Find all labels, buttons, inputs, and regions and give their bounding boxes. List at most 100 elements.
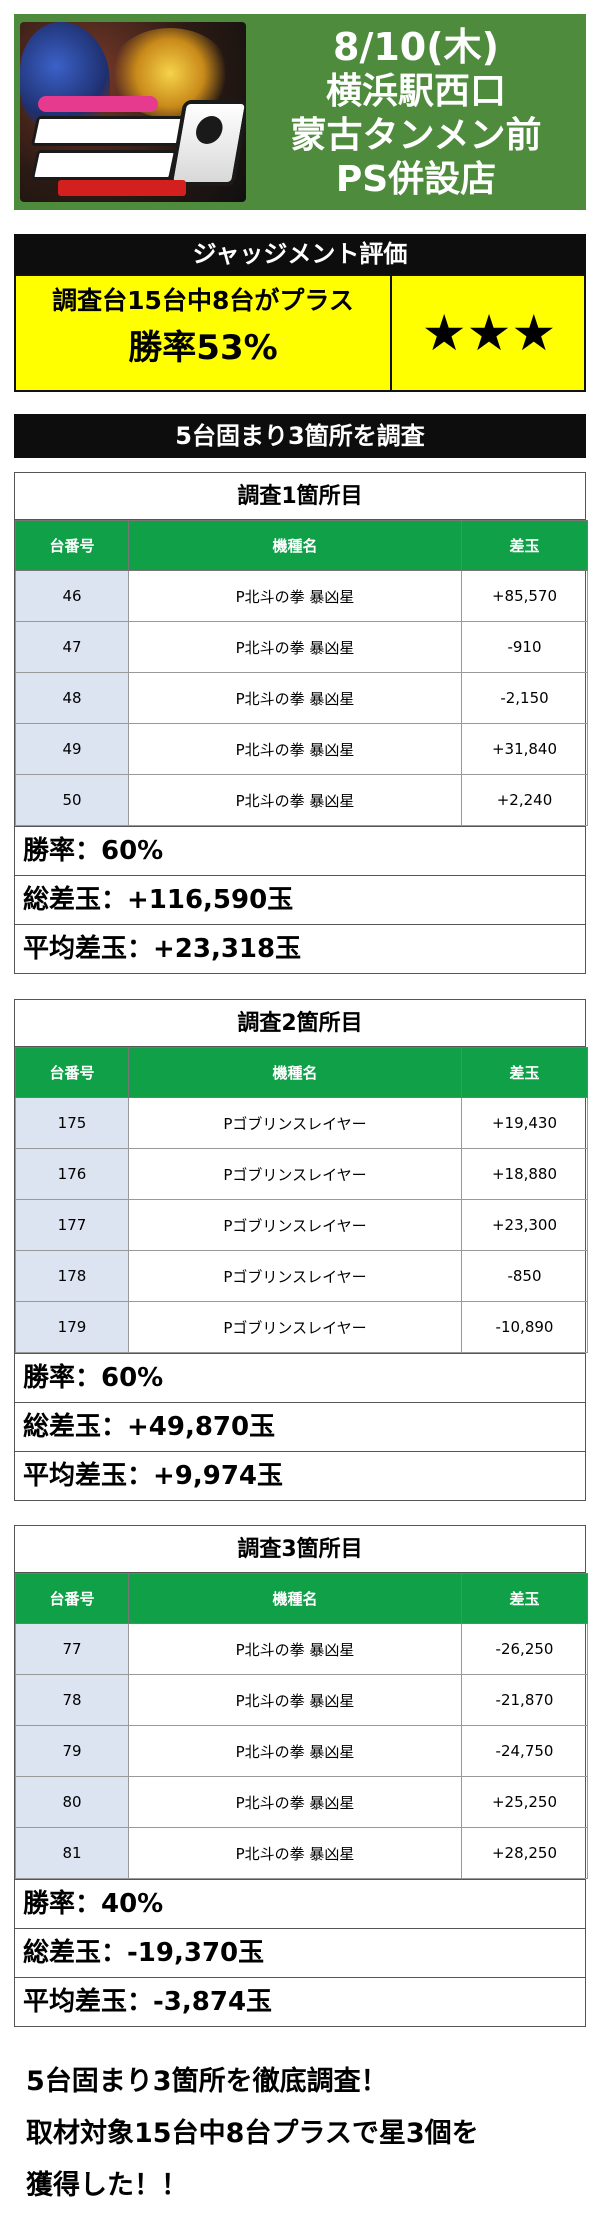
store-location-3: PS併設店 <box>335 159 497 200</box>
column-header-model: 機種名 <box>128 1047 462 1098</box>
ball-difference: +23,300 <box>461 1199 588 1251</box>
machine-model: P北斗の拳 暴凶星 <box>128 1623 462 1675</box>
rating-title: ジャッジメント評価 <box>14 234 586 274</box>
ball-difference: -10,890 <box>461 1301 588 1353</box>
machine-model: P北斗の拳 暴凶星 <box>128 1674 462 1726</box>
table-row: 81 P北斗の拳 暴凶星 +28,250 <box>15 1827 588 1879</box>
survey-block-1: 調査1箇所目 台番号 機種名 差玉 46 P北斗の拳 暴凶星 +85,570 4… <box>14 472 588 974</box>
section-title: 5台固まり3箇所を調査 <box>14 414 586 458</box>
survey-block-2: 調査2箇所目 台番号 機種名 差玉 175 Pゴブリンスレイヤー +19,430… <box>14 999 588 1501</box>
ball-difference: +2,240 <box>461 774 588 826</box>
machine-model: P北斗の拳 暴凶星 <box>128 723 462 775</box>
win-rate: 勝率：60% <box>15 826 585 875</box>
closing-line-1: 5台固まり3箇所を徹底調査！ <box>26 2066 388 2097</box>
ball-difference: -910 <box>461 621 588 673</box>
machine-model: Pゴブリンスレイヤー <box>128 1250 462 1302</box>
win-rate: 勝率：60% <box>15 1353 585 1402</box>
store-location-1: 横浜駅西口 <box>325 71 506 112</box>
table-row: 78 P北斗の拳 暴凶星 -21,870 <box>15 1674 588 1726</box>
machine-number: 48 <box>15 672 129 724</box>
table-row: 77 P北斗の拳 暴凶星 -26,250 <box>15 1623 588 1675</box>
machine-number: 80 <box>15 1776 129 1828</box>
machine-number: 46 <box>15 570 129 622</box>
average-difference: 平均差玉：+23,318玉 <box>15 924 585 973</box>
header-banner: 8/10(木) 横浜駅西口 蒙古タンメン前 PS併設店 <box>14 14 586 210</box>
ball-difference: +28,250 <box>461 1827 588 1879</box>
machine-number: 49 <box>15 723 129 775</box>
average-difference: 平均差玉：-3,874玉 <box>15 1977 585 2026</box>
ball-difference: -850 <box>461 1250 588 1302</box>
machine-model: P北斗の拳 暴凶星 <box>128 1725 462 1777</box>
header-info: 8/10(木) 横浜駅西口 蒙古タンメン前 PS併設店 <box>246 24 586 202</box>
ball-difference: +85,570 <box>461 570 588 622</box>
table-row: 175 Pゴブリンスレイヤー +19,430 <box>15 1097 588 1149</box>
table-row: 47 P北斗の拳 暴凶星 -910 <box>15 621 588 673</box>
machine-number: 179 <box>15 1301 129 1353</box>
machine-model: P北斗の拳 暴凶星 <box>128 1776 462 1828</box>
table-row: 179 Pゴブリンスレイヤー -10,890 <box>15 1301 588 1353</box>
total-difference: 総差玉：+116,590玉 <box>15 875 585 924</box>
machine-model: Pゴブリンスレイヤー <box>128 1199 462 1251</box>
table-row: 48 P北斗の拳 暴凶星 -2,150 <box>15 672 588 724</box>
ball-difference: -2,150 <box>461 672 588 724</box>
ball-difference: +19,430 <box>461 1097 588 1149</box>
column-header-machine-number: 台番号 <box>15 1047 129 1098</box>
survey-date: 8/10(木) <box>333 25 499 69</box>
survey-title: 調査2箇所目 <box>15 1000 585 1047</box>
closing-summary: 5台固まり3箇所を徹底調査！ 取材対象15台中8台プラスで星3個を 獲得した！！ <box>26 2056 586 2212</box>
machine-model: Pゴブリンスレイヤー <box>128 1148 462 1200</box>
rating-box: 調査台15台中8台がプラス 勝率53% ★★★ <box>14 274 586 392</box>
ball-difference: -21,870 <box>461 1674 588 1726</box>
machine-number: 77 <box>15 1623 129 1675</box>
table-row: 49 P北斗の拳 暴凶星 +31,840 <box>15 723 588 775</box>
machine-model: P北斗の拳 暴凶星 <box>128 1827 462 1879</box>
average-difference: 平均差玉：+9,974玉 <box>15 1451 585 1500</box>
machine-model: Pゴブリンスレイヤー <box>128 1097 462 1149</box>
machine-number: 78 <box>15 1674 129 1726</box>
survey-block-3: 調査3箇所目 台番号 機種名 差玉 77 P北斗の拳 暴凶星 -26,250 7… <box>14 1525 588 2027</box>
ball-difference: -26,250 <box>461 1623 588 1675</box>
ball-difference: -24,750 <box>461 1725 588 1777</box>
machine-number: 47 <box>15 621 129 673</box>
survey-title: 調査3箇所目 <box>15 1526 585 1573</box>
table-header-row: 台番号 機種名 差玉 <box>15 1047 588 1098</box>
machine-model: Pゴブリンスレイヤー <box>128 1301 462 1353</box>
total-difference: 総差玉：+49,870玉 <box>15 1402 585 1451</box>
store-location-2: 蒙古タンメン前 <box>290 115 542 156</box>
survey-table: 台番号 機種名 差玉 175 Pゴブリンスレイヤー +19,430 176 Pゴ… <box>15 1047 588 1353</box>
machine-number: 176 <box>15 1148 129 1200</box>
premium-judgement-logo <box>20 22 246 202</box>
machine-number: 177 <box>15 1199 129 1251</box>
ball-difference: +31,840 <box>461 723 588 775</box>
table-header-row: 台番号 機種名 差玉 <box>15 1573 588 1624</box>
machine-number: 81 <box>15 1827 129 1879</box>
column-header-model: 機種名 <box>128 1573 462 1624</box>
table-row: 50 P北斗の拳 暴凶星 +2,240 <box>15 774 588 826</box>
ball-difference: +18,880 <box>461 1148 588 1200</box>
table-row: 46 P北斗の拳 暴凶星 +85,570 <box>15 570 588 622</box>
table-header-row: 台番号 機種名 差玉 <box>15 520 588 571</box>
survey-table: 台番号 機種名 差玉 46 P北斗の拳 暴凶星 +85,570 47 P北斗の拳… <box>15 520 588 826</box>
column-header-machine-number: 台番号 <box>15 520 129 571</box>
machine-model: P北斗の拳 暴凶星 <box>128 570 462 622</box>
machine-number: 50 <box>15 774 129 826</box>
machine-number: 175 <box>15 1097 129 1149</box>
survey-title: 調査1箇所目 <box>15 473 585 520</box>
table-row: 176 Pゴブリンスレイヤー +18,880 <box>15 1148 588 1200</box>
machine-model: P北斗の拳 暴凶星 <box>128 774 462 826</box>
column-header-difference: 差玉 <box>461 520 588 571</box>
machine-number: 178 <box>15 1250 129 1302</box>
column-header-difference: 差玉 <box>461 1047 588 1098</box>
total-difference: 総差玉：-19,370玉 <box>15 1928 585 1977</box>
machine-number: 79 <box>15 1725 129 1777</box>
column-header-machine-number: 台番号 <box>15 1573 129 1624</box>
dragon-illustration <box>20 22 110 132</box>
closing-line-2: 取材対象15台中8台プラスで星3個を <box>26 2118 479 2149</box>
rating-plus-count: 調査台15台中8台がプラス <box>52 286 354 315</box>
column-header-model: 機種名 <box>128 520 462 571</box>
machine-model: P北斗の拳 暴凶星 <box>128 621 462 673</box>
rating-win-rate: 勝率53% <box>128 328 278 368</box>
rating-stars: ★★★ <box>421 304 557 362</box>
machine-model: P北斗の拳 暴凶星 <box>128 672 462 724</box>
table-row: 177 Pゴブリンスレイヤー +23,300 <box>15 1199 588 1251</box>
